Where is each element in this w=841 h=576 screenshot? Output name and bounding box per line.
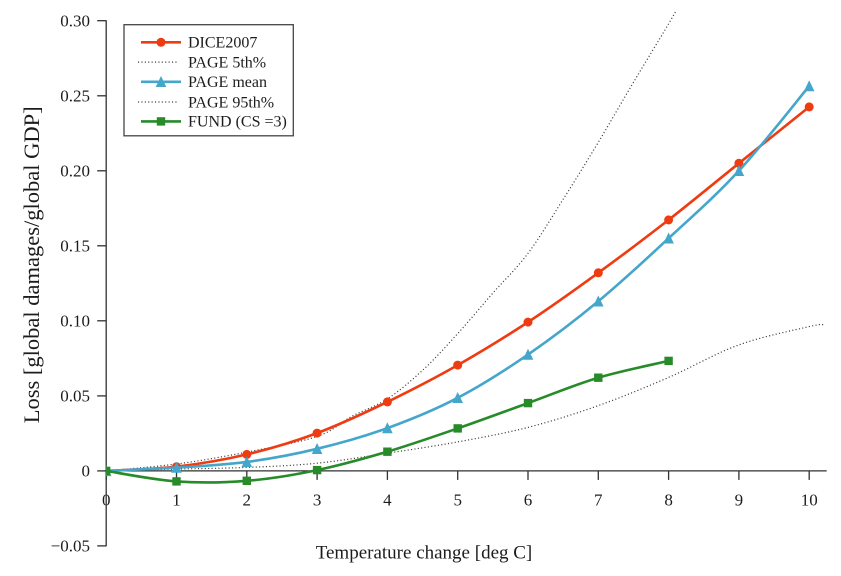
svg-text:0: 0 bbox=[82, 462, 91, 481]
svg-text:5: 5 bbox=[453, 491, 462, 510]
svg-text:DICE2007: DICE2007 bbox=[188, 35, 257, 52]
svg-text:3: 3 bbox=[313, 491, 322, 510]
svg-text:Temperature change [deg C]: Temperature change [deg C] bbox=[316, 543, 533, 564]
svg-text:0.10: 0.10 bbox=[60, 311, 90, 330]
svg-text:7: 7 bbox=[594, 491, 603, 510]
svg-text:0: 0 bbox=[102, 491, 111, 510]
svg-text:0.15: 0.15 bbox=[60, 236, 90, 255]
svg-text:−0.05: −0.05 bbox=[51, 537, 90, 556]
svg-text:2: 2 bbox=[243, 491, 252, 510]
svg-text:8: 8 bbox=[664, 491, 673, 510]
svg-text:PAGE 95th%: PAGE 95th% bbox=[188, 94, 274, 111]
svg-text:10: 10 bbox=[801, 491, 818, 510]
svg-text:0.30: 0.30 bbox=[60, 11, 90, 30]
svg-text:PAGE mean: PAGE mean bbox=[188, 74, 267, 91]
svg-text:FUND (CS =3): FUND (CS =3) bbox=[188, 114, 287, 131]
svg-text:1: 1 bbox=[172, 491, 181, 510]
svg-text:6: 6 bbox=[524, 491, 533, 510]
svg-text:0.20: 0.20 bbox=[60, 161, 90, 180]
svg-text:4: 4 bbox=[383, 491, 392, 510]
svg-text:0.25: 0.25 bbox=[60, 86, 90, 105]
svg-text:0.05: 0.05 bbox=[60, 387, 90, 406]
svg-text:Loss [global damages/global GD: Loss [global damages/global GDP] bbox=[19, 106, 44, 423]
svg-text:9: 9 bbox=[735, 491, 744, 510]
svg-text:PAGE 5th%: PAGE 5th% bbox=[188, 54, 266, 71]
